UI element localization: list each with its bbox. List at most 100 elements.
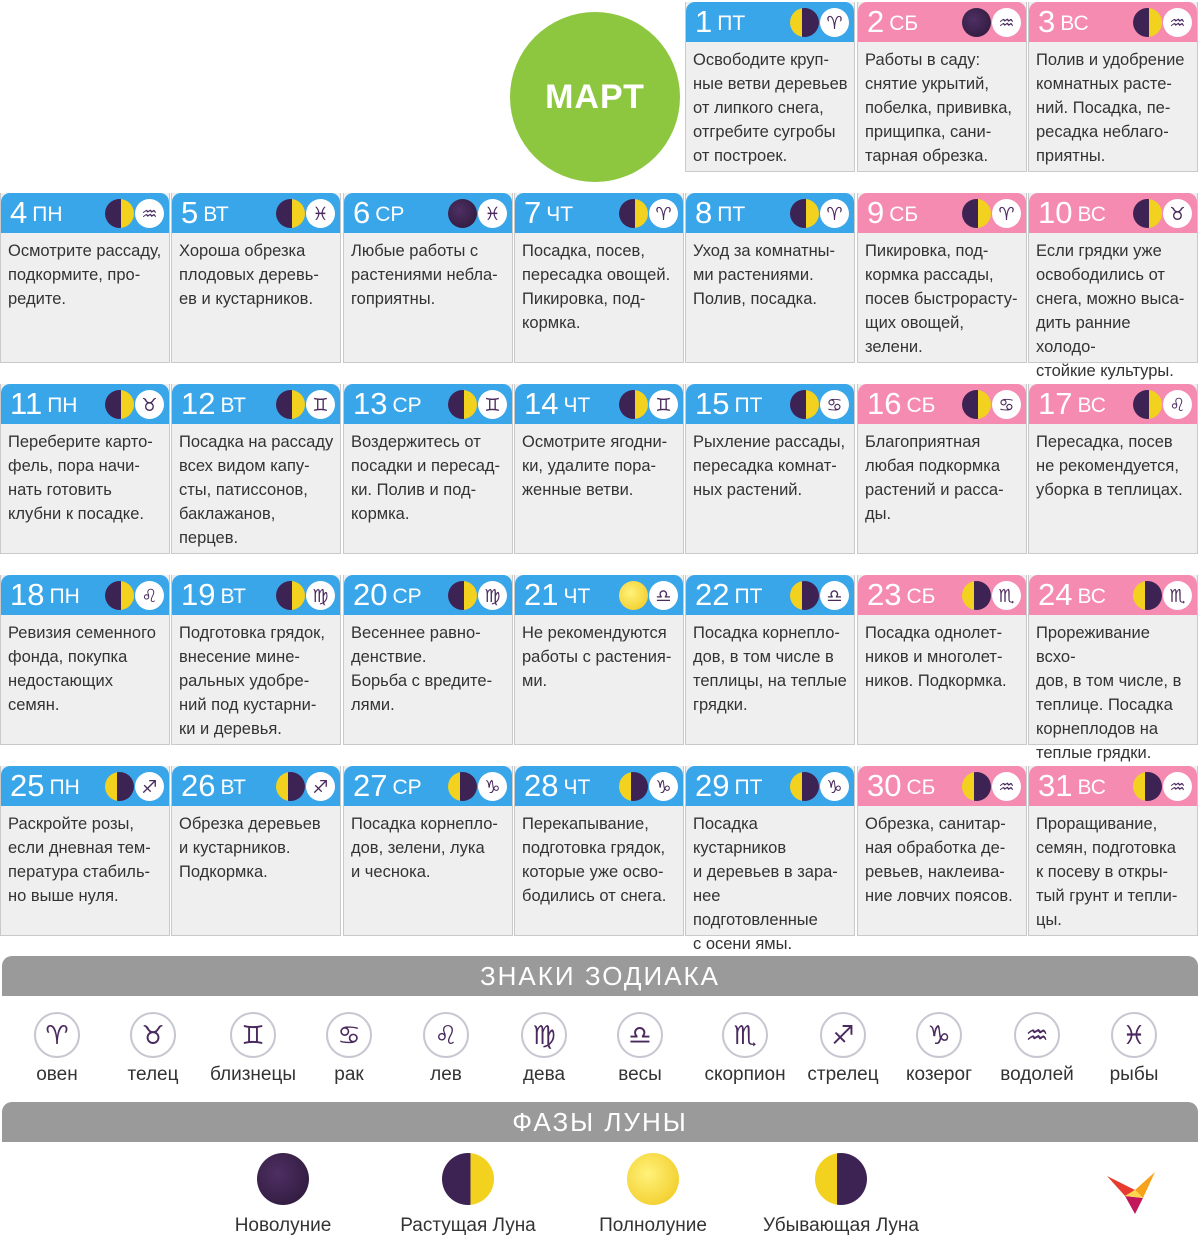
cancer-icon: ♋ (326, 1012, 372, 1058)
day-number: 6 (353, 195, 371, 230)
козерог-zodiac-icon: ♑ (478, 772, 507, 801)
full-moon-icon (619, 581, 648, 610)
zodiac-legend-item: ♋ рак (299, 1012, 399, 1086)
full-moon-icon (627, 1153, 679, 1205)
weekday-label: ПТ (717, 12, 746, 35)
weekday-label: СР (392, 394, 422, 417)
weekday-label: ПТ (734, 776, 763, 799)
zodiac-legend-item: ♒ водолей (987, 1012, 1087, 1086)
taurus-icon: ♉ (130, 1012, 176, 1058)
weekday-label: ЧТ (546, 203, 574, 226)
zodiac-legend-label: водолей (1000, 1064, 1074, 1085)
day-header: 28 ЧТ ♑ (515, 766, 683, 806)
weekday-label: ПН (49, 776, 80, 799)
waxing-moon-icon (105, 390, 134, 419)
calendar-grid: 1 ПТ ♈ Освободите круп- ные ветви деревьев … (0, 2, 1198, 953)
zodiac-section-title: ЗНАКИ ЗОДИАКА (479, 960, 721, 991)
weekday-label: СБ (889, 203, 919, 226)
waxing-moon-icon (1133, 199, 1162, 228)
waning-moon-icon (105, 772, 134, 801)
овен-zodiac-icon: ♈ (992, 199, 1021, 228)
day-advice-text: Прореживание всхо- дов, в том числе, в т… (1036, 624, 1182, 762)
weekday-label: ПТ (717, 203, 746, 226)
weekday-label: ПТ (734, 394, 763, 417)
day-number: 12 (181, 386, 216, 421)
virgo-icon: ♍ (521, 1012, 567, 1058)
весы-zodiac-icon: ♎ (820, 581, 849, 610)
day-cell-12: 12 ВТ ♊ Посадка на рассаду всех видом капу-… (171, 384, 341, 554)
day-header: 21 ЧТ ♎ (515, 575, 683, 615)
day-number: 27 (353, 768, 388, 803)
day-header: 20 СР ♍ (344, 575, 512, 615)
zodiac-legend-label: стрелец (807, 1064, 879, 1085)
zodiac-legend-label: овен (36, 1064, 78, 1085)
gemini-icon: ♊ (230, 1012, 276, 1058)
day-advice-text: Посадка однолет- ников и многолет- ников… (865, 624, 1007, 690)
weekday-label: ПТ (734, 585, 763, 608)
day-advice-text: Подготовка грядок, внесение мине- ральны… (179, 624, 325, 738)
zodiac-legend-item: ♏ скорпион (695, 1012, 795, 1086)
weekday-label: ПН (49, 585, 80, 608)
waning-moon-icon (815, 1153, 867, 1205)
new-moon-icon (962, 8, 991, 37)
лев-zodiac-icon: ♌ (135, 581, 164, 610)
capricorn-icon: ♑ (916, 1012, 962, 1058)
day-header: 14 ЧТ ♊ (515, 384, 683, 424)
day-number: 29 (695, 768, 730, 803)
day-cell-4: 4 ПН ♒ Осмотрите рассаду, подкормите, про- … (0, 193, 170, 363)
day-cell-30: 30 СБ ♒ Обрезка, санитар- ная обработка де-… (857, 766, 1027, 936)
day-number: 11 (10, 386, 43, 421)
waning-moon-icon (1133, 581, 1162, 610)
day-number: 31 (1038, 768, 1073, 803)
day-header: 1 ПТ ♈ (686, 2, 854, 42)
sagittarius-icon: ♐ (820, 1012, 866, 1058)
day-advice-text: Обрезка деревьев и кустарников. Подкормк… (179, 815, 321, 881)
zodiac-legend-item: ♈ овен (7, 1012, 107, 1086)
weekday-label: СБ (906, 394, 936, 417)
waxing-moon-icon (448, 581, 477, 610)
day-cell-22: 22 ПТ ♎ Посадка корнепло- дов, в том числе … (685, 575, 855, 745)
day-header: 8 ПТ ♈ (686, 193, 854, 233)
лев-zodiac-icon: ♌ (1163, 390, 1192, 419)
moon-legend-item: Убывающая Луна (751, 1153, 931, 1237)
day-header: 19 ВТ ♍ (172, 575, 340, 615)
weekday-label: ВТ (220, 776, 246, 799)
day-header: 15 ПТ ♋ (686, 384, 854, 424)
козерог-zodiac-icon: ♑ (649, 772, 678, 801)
waxing-moon-icon (962, 390, 991, 419)
дева-zodiac-icon: ♍ (306, 581, 335, 610)
zodiac-legend-item: ♌ лев (396, 1012, 496, 1086)
zodiac-legend-label: скорпион (704, 1064, 786, 1085)
waning-moon-icon (448, 772, 477, 801)
day-advice-text: Переберите карто- фель, пора начи- нать … (8, 433, 153, 523)
day-advice-text: Ревизия семенного фонда, покупка недоста… (8, 624, 156, 714)
day-advice-text: Посадка корнепло- дов, зелени, лука и че… (351, 815, 498, 881)
близнецы-zodiac-icon: ♊ (649, 390, 678, 419)
day-number: 5 (181, 195, 199, 230)
day-header: 7 ЧТ ♈ (515, 193, 683, 233)
zodiac-legend-label: рыбы (1109, 1064, 1159, 1085)
weekday-label: ВТ (220, 394, 246, 417)
leo-icon: ♌ (423, 1012, 469, 1058)
day-header: 6 СР ♓ (344, 193, 512, 233)
weekday-label: СБ (889, 12, 919, 35)
new-moon-icon (257, 1153, 309, 1205)
day-header: 2 СБ ♒ (858, 2, 1026, 42)
рак-zodiac-icon: ♋ (992, 390, 1021, 419)
рыбы-zodiac-icon: ♓ (306, 199, 335, 228)
day-number: 25 (10, 768, 45, 803)
libra-icon: ♎ (617, 1012, 663, 1058)
рак-zodiac-icon: ♋ (820, 390, 849, 419)
day-cell-17: 17 ВС ♌ Пересадка, посев не рекомендуется, … (1028, 384, 1198, 554)
weekday-label: СР (375, 203, 405, 226)
month-title: МАРТ (545, 77, 645, 116)
pisces-icon: ♓ (1111, 1012, 1157, 1058)
day-cell-7: 7 ЧТ ♈ Посадка, посев, пересадка овощей. Пи… (514, 193, 684, 363)
day-header: 16 СБ ♋ (858, 384, 1026, 424)
day-advice-text: Перекапывание, подготовка грядок, которы… (522, 815, 667, 905)
day-cell-31: 31 ВС ♒ Проращивание, семян, подготовка к п… (1028, 766, 1198, 936)
day-advice-text: Работы в саду: снятие укрытий, побелка, … (865, 51, 1012, 165)
водолей-zodiac-icon: ♒ (135, 199, 164, 228)
zodiac-legend-label: дева (522, 1064, 566, 1085)
day-header: 5 ВТ ♓ (172, 193, 340, 233)
